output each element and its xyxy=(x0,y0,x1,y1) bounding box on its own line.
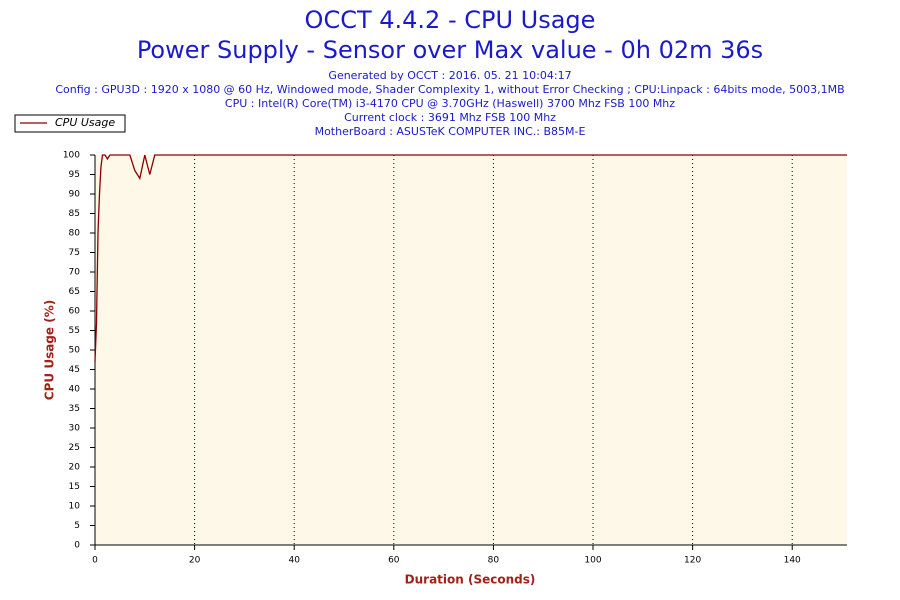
data-line xyxy=(94,154,847,362)
legend-box xyxy=(14,114,126,133)
chart-title: OCCT 4.4.2 - CPU Usage xyxy=(305,6,596,34)
y-tick-label: 40 xyxy=(69,385,81,395)
y-tick-label: 75 xyxy=(69,248,80,258)
info-line: Current clock : 3691 Mhz FSB 100 Mhz xyxy=(344,111,556,124)
x-tick-label: 20 xyxy=(189,556,201,566)
plot-area xyxy=(95,155,847,545)
x-tick-label: 140 xyxy=(784,556,801,566)
y-tick-label: 0 xyxy=(74,541,80,551)
info-line: CPU : Intel(R) Core(TM) i3-4170 CPU @ 3.… xyxy=(225,97,675,110)
y-tick-label: 100 xyxy=(63,151,80,161)
chart-subtitle: Power Supply - Sensor over Max value - 0… xyxy=(137,36,763,64)
y-tick-label: 95 xyxy=(69,170,80,180)
y-tick-label: 35 xyxy=(69,404,80,414)
y-tick-label: 70 xyxy=(69,268,81,278)
y-tick-label: 45 xyxy=(69,365,80,375)
y-tick-label: 90 xyxy=(69,190,81,200)
x-tick-label: 120 xyxy=(684,556,701,566)
y-axis-label: CPU Usage (%) xyxy=(43,300,57,400)
y-tick-label: 55 xyxy=(69,326,80,336)
y-tick-label: 80 xyxy=(69,229,81,239)
y-tick-label: 85 xyxy=(69,209,80,219)
y-tick-label: 15 xyxy=(69,482,80,492)
y-tick-label: 50 xyxy=(69,346,81,356)
x-tick-label: 60 xyxy=(388,556,400,566)
y-tick-label: 25 xyxy=(69,443,80,453)
x-tick-label: 80 xyxy=(488,556,500,566)
x-axis-label: Duration (Seconds) xyxy=(405,573,536,587)
legend-label: CPU Usage xyxy=(55,116,115,129)
x-tick-label: 100 xyxy=(584,556,601,566)
x-tick-label: 0 xyxy=(92,556,98,566)
y-tick-label: 10 xyxy=(69,502,81,512)
y-tick-label: 65 xyxy=(69,287,80,297)
info-line: Generated by OCCT : 2016. 05. 21 10:04:1… xyxy=(328,69,571,82)
x-tick-label: 40 xyxy=(288,556,300,566)
info-line: MotherBoard : ASUSTeK COMPUTER INC.: B85… xyxy=(315,125,586,138)
y-tick-label: 5 xyxy=(74,521,80,531)
info-line: Config : GPU3D : 1920 x 1080 @ 60 Hz, Wi… xyxy=(55,83,844,96)
y-tick-label: 20 xyxy=(69,463,81,473)
y-tick-label: 60 xyxy=(69,307,81,317)
y-tick-label: 30 xyxy=(69,424,81,434)
